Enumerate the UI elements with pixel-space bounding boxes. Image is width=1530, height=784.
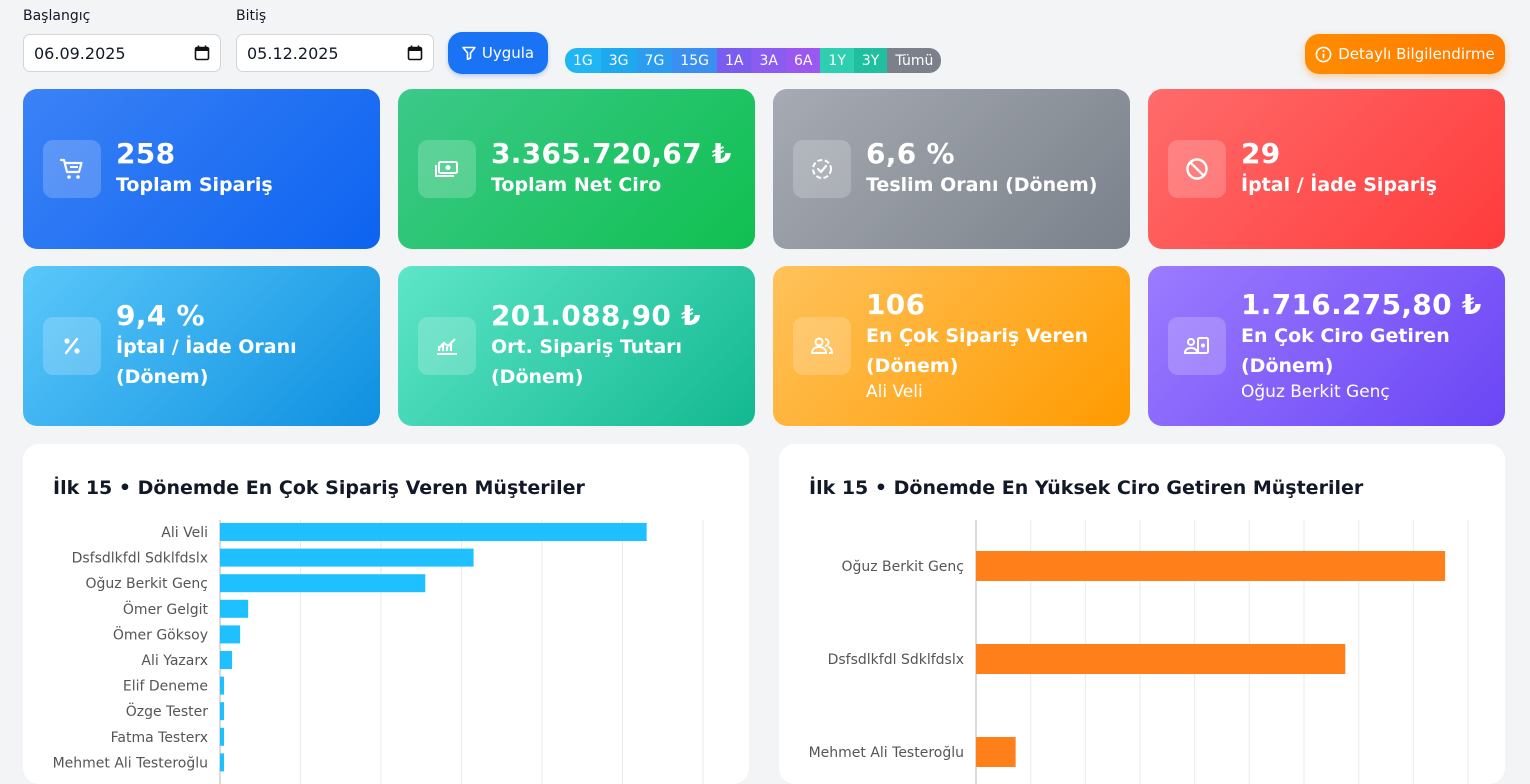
card-title-period: (Dönem) <box>866 355 959 377</box>
start-date-value: 06.09.2025 <box>34 43 126 63</box>
category-label: Mehmet Ali Testeroğlu <box>53 755 208 771</box>
bar[interactable] <box>976 551 1446 581</box>
calendar-icon[interactable] <box>194 45 210 61</box>
card-value: 9,4 % <box>116 299 205 332</box>
card-title: İptal / İade Sipariş <box>1241 174 1438 196</box>
card-title: Teslim Oranı (Dönem) <box>866 174 1098 196</box>
top-order-customers-panel: İlk 15 • Dönemde En Çok Sipariş Veren Mü… <box>23 444 749 784</box>
card-total-net-revenue: 3.365.720,67 ₺ Toplam Net Ciro <box>398 89 755 249</box>
chart-title: İlk 15 • Dönemde En Çok Sipariş Veren Mü… <box>53 477 585 499</box>
range-button-3y[interactable]: 3Y <box>853 48 888 73</box>
card-value: 258 <box>116 137 176 170</box>
category-label: Oğuz Berkit Genç <box>85 576 208 592</box>
info-icon <box>1315 46 1332 62</box>
category-label: Dsfsdlkfdl Sdklfdslx <box>72 551 208 567</box>
card-title: Toplam Sipariş <box>116 174 273 196</box>
card-cancel-return-orders: 29 İptal / İade Sipariş <box>1148 89 1505 249</box>
card-value: 6,6 % <box>866 137 955 170</box>
category-label: Ali Veli <box>161 525 208 541</box>
range-button-1y[interactable]: 1Y <box>820 48 854 73</box>
range-button-1g[interactable]: 1G <box>565 48 601 73</box>
card-title: Toplam Net Ciro <box>491 174 662 196</box>
bar[interactable] <box>220 523 647 541</box>
apply-button-label: Uygula <box>481 44 535 62</box>
calendar-icon[interactable] <box>407 45 423 61</box>
chart-title: İlk 15 • Dönemde En Yüksek Ciro Getiren … <box>809 477 1364 499</box>
bar[interactable] <box>220 753 225 772</box>
bar[interactable] <box>220 651 233 669</box>
users-icon <box>793 317 851 375</box>
percent-icon <box>43 317 101 375</box>
filter-icon <box>462 46 476 60</box>
bar[interactable] <box>220 548 474 567</box>
bar[interactable] <box>976 644 1346 674</box>
top-revenue-customers-panel: İlk 15 • Dönemde En Yüksek Ciro Getiren … <box>779 444 1505 784</box>
range-button-tümü[interactable]: Tümü <box>887 48 942 73</box>
card-delivery-rate: 6,6 % Teslim Oranı (Dönem) <box>773 89 1130 249</box>
category-label: Ömer Göksoy <box>113 625 208 643</box>
bar[interactable] <box>220 676 225 695</box>
bar[interactable] <box>220 702 225 721</box>
card-value: 3.365.720,67 ₺ <box>491 137 732 170</box>
range-button-6a[interactable]: 6A <box>785 48 821 73</box>
card-value: 106 <box>866 288 926 321</box>
range-button-15g[interactable]: 15G <box>672 48 717 73</box>
bar[interactable] <box>220 625 241 644</box>
category-label: Özge Tester <box>126 702 209 720</box>
user-money-icon <box>1168 317 1226 375</box>
card-value: 29 <box>1241 137 1281 170</box>
top-order-customers-chart: Ali Veli Dsfsdlkfdl Sdklfdslx Oğuz Berkit … <box>53 520 704 784</box>
card-title-period: (Dönem) <box>116 366 209 388</box>
apply-button[interactable]: Uygula <box>448 32 548 74</box>
detailed-info-label: Detaylı Bilgilendirme <box>1338 45 1495 63</box>
card-title: İptal / İade Oranı <box>116 336 297 358</box>
card-cancel-return-rate: 9,4 % İptal / İade Oranı (Dönem) <box>23 266 380 426</box>
top-revenue-customers-chart: Oğuz Berkit Genç Dsfsdlkfdl Sdklfdslx Mehm… <box>809 520 1469 784</box>
card-total-orders: 258 Toplam Sipariş <box>23 89 380 249</box>
ban-icon <box>1168 140 1226 198</box>
category-label: Fatma Testerx <box>111 730 208 746</box>
card-top-ordering-customer: 106 En Çok Sipariş Veren (Dönem) Ali Vel… <box>773 266 1130 426</box>
category-label: Dsfsdlkfdl Sdklfdslx <box>828 652 964 668</box>
card-title: En Çok Sipariş Veren <box>866 325 1089 347</box>
range-button-3a[interactable]: 3A <box>751 48 786 73</box>
end-date-label: Bitiş <box>236 8 267 24</box>
range-button-7g[interactable]: 7G <box>636 48 673 73</box>
card-title-period: (Dönem) <box>491 366 584 388</box>
check-circle-icon <box>793 140 851 198</box>
detailed-info-button[interactable]: Detaylı Bilgilendirme <box>1305 34 1505 74</box>
card-title: En Çok Ciro Getiren <box>1241 325 1450 347</box>
category-label: Ali Yazarx <box>141 653 208 669</box>
category-label: Elif Deneme <box>123 679 208 695</box>
start-date-input[interactable]: 06.09.2025 <box>23 34 221 72</box>
card-top-revenue-customer: 1.716.275,80 ₺ En Çok Ciro Getiren (Döne… <box>1148 266 1505 426</box>
start-date-label: Başlangıç <box>23 8 91 24</box>
range-button-1a[interactable]: 1A <box>716 48 752 73</box>
date-range-quick-buttons: 1G 3G 7G 15G 1A 3A 6A 1Y 3Y Tümü <box>565 48 942 73</box>
bar[interactable] <box>220 574 426 593</box>
card-customer-name: Ali Veli <box>866 382 923 402</box>
category-label: Mehmet Ali Testeroğlu <box>809 745 964 761</box>
category-label: Ömer Gelgit <box>123 600 209 618</box>
end-date-input[interactable]: 05.12.2025 <box>236 34 434 72</box>
card-customer-name: Oğuz Berkit Genç <box>1241 382 1390 402</box>
money-icon <box>418 140 476 198</box>
category-label: Oğuz Berkit Genç <box>841 559 964 575</box>
bar[interactable] <box>976 737 1016 767</box>
bar[interactable] <box>220 599 249 618</box>
card-title-period: (Dönem) <box>1241 355 1334 377</box>
card-value: 1.716.275,80 ₺ <box>1241 288 1482 321</box>
end-date-value: 05.12.2025 <box>247 43 339 63</box>
card-title: Ort. Sipariş Tutarı <box>491 336 683 358</box>
bar[interactable] <box>220 727 225 746</box>
trend-icon <box>418 317 476 375</box>
cart-icon <box>43 140 101 198</box>
card-value: 201.088,90 ₺ <box>491 299 701 332</box>
range-button-3g[interactable]: 3G <box>600 48 637 73</box>
card-avg-order-amount: 201.088,90 ₺ Ort. Sipariş Tutarı (Dönem) <box>398 266 755 426</box>
